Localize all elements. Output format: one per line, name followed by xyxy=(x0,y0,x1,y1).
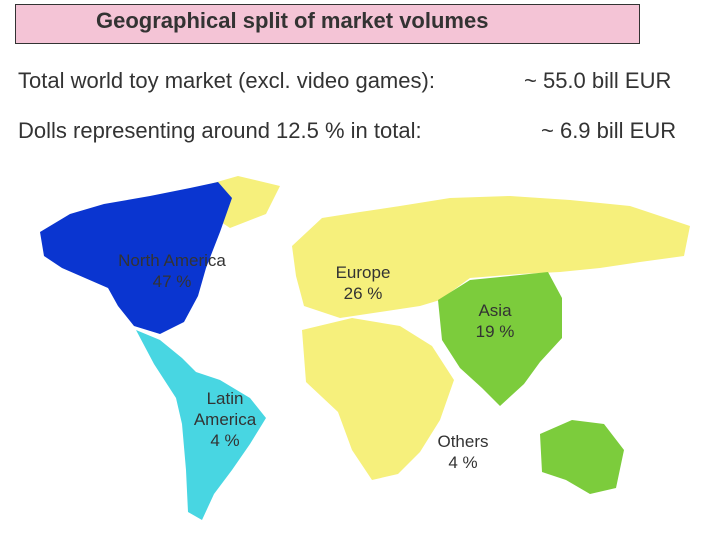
region-share: 47 % xyxy=(152,272,192,291)
summary-line: Total world toy market (excl. video game… xyxy=(18,68,435,93)
region-label: Latin America 4 % xyxy=(180,388,270,451)
eurasia xyxy=(292,196,690,318)
region-label: North America 47 % xyxy=(118,250,226,292)
region-share: 26 % xyxy=(343,284,383,303)
region-name: North America xyxy=(118,251,226,270)
latin-america xyxy=(136,330,266,520)
africa xyxy=(302,318,454,480)
asia xyxy=(438,272,562,406)
region-label: Europe 26 % xyxy=(318,262,408,304)
summary-line: Dolls representing around 12.5 % in tota… xyxy=(18,118,422,143)
blank-corner xyxy=(312,505,720,540)
region-label: Asia 19 % xyxy=(455,300,535,342)
summary-amount: ~ 6.9 bill EUR xyxy=(541,118,677,143)
region-share: 19 % xyxy=(475,322,515,341)
region-share: 4 % xyxy=(210,431,240,450)
region-name: Others xyxy=(437,432,489,451)
region-share: 4 % xyxy=(448,453,478,472)
region-name: Europe xyxy=(335,263,391,282)
summary-amount: ~ 55.0 bill EUR xyxy=(524,68,672,93)
australia xyxy=(540,420,624,494)
region-label: Others 4 % xyxy=(418,431,508,473)
region-name: Latin America xyxy=(193,389,257,429)
title-box xyxy=(15,4,640,44)
north-america xyxy=(40,182,232,334)
region-name: Asia xyxy=(478,301,512,320)
title: Geographical split of market volumes xyxy=(96,8,489,33)
